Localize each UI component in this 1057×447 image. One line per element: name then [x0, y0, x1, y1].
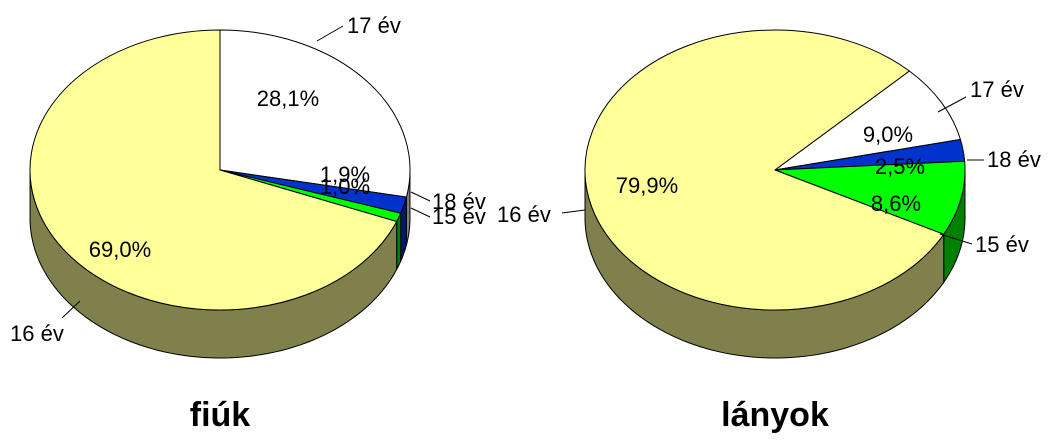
category-label-17-ev: 17 év [347, 13, 401, 38]
category-label-15-ev: 15 év [432, 204, 486, 229]
chart-title: fiúk [190, 396, 251, 434]
leader-line-17-ev [937, 96, 967, 113]
category-label-16-ev: 16 év [497, 202, 551, 227]
leader-line-15-ev [939, 233, 973, 245]
leader-line-18-ev [410, 191, 431, 202]
data-label-15-ev: 8,6% [871, 191, 921, 216]
category-label-17-ev: 17 év [970, 77, 1024, 102]
slice-15-ev [774, 160, 966, 235]
slice-16-ev [584, 29, 945, 311]
chart-lanyok: 17 év 18 év 15 év 16 év 9,0% 2,5% 8,6% 79,9% lán… [497, 29, 1041, 434]
leader-line-17-ev [316, 25, 344, 42]
data-label-17-ev: 9,0% [863, 122, 913, 147]
data-label-17-ev: 28,1% [257, 86, 319, 111]
slice-16-ev [29, 29, 398, 311]
slice-17-ev [774, 70, 962, 171]
wall-15-ev [396, 213, 402, 270]
data-label-15-ev: 1,0% [320, 174, 370, 199]
category-label-16-ev: 16 év [10, 321, 64, 346]
chart-title: lányok [721, 396, 829, 434]
data-label-16-ev: 79,9% [616, 173, 678, 198]
leader-line-15-ev [410, 207, 431, 218]
data-label-18-ev: 2,5% [875, 154, 925, 179]
data-label-18-ev: 1,9% [320, 162, 370, 187]
leader-line-16-ev [561, 209, 586, 214]
data-label-16-ev: 69,0% [89, 237, 151, 262]
category-label-18-ev: 18 év [987, 147, 1041, 172]
slice-17-ev [219, 29, 411, 198]
category-label-15-ev: 15 év [975, 232, 1029, 257]
leader-line-16-ev [61, 300, 81, 319]
category-label-18-ev: 18 év [432, 189, 486, 214]
